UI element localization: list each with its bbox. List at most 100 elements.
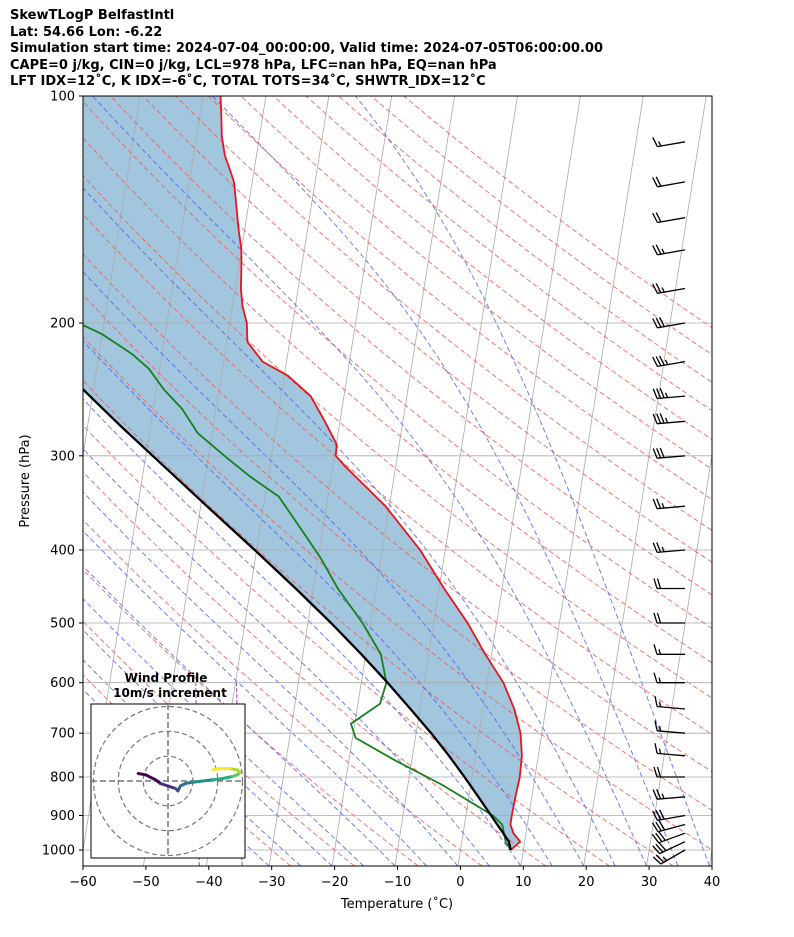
- chart-header: SkewTLogP BelfastIntl Lat: 54.66 Lon: -6…: [10, 8, 603, 91]
- wind-barb-flag: [652, 388, 658, 399]
- y-tick-label: 900: [50, 809, 75, 824]
- wind-barb-flag: [655, 176, 662, 187]
- wind-barb: [652, 176, 686, 188]
- wind-barb: [652, 447, 686, 459]
- wind-barb-flag: [652, 245, 658, 256]
- wind-barb-flag: [652, 283, 658, 294]
- y-axis-label: Pressure (hPa): [18, 434, 33, 527]
- wind-barb: [652, 841, 686, 855]
- wind-barb-shaft: [657, 752, 686, 757]
- wind-barb-shaft: [660, 849, 686, 865]
- wind-barb: [652, 283, 686, 294]
- dry-adiabat: [83, 100, 712, 630]
- wind-barb-shaft: [657, 705, 686, 710]
- wind-barb-flag: [659, 387, 665, 399]
- wind-barb-flag: [652, 356, 658, 367]
- wind-barb-shaft: [657, 287, 686, 294]
- isotherm-line: [83, 96, 141, 458]
- x-tick-label: 40: [704, 875, 721, 890]
- wind-barb-flag: [655, 854, 665, 863]
- isotherm-line: [268, 96, 393, 866]
- wind-barb-half-flag: [661, 546, 665, 553]
- wind-barb: [652, 788, 686, 800]
- wind-barb: [652, 137, 686, 148]
- wind-barb-flag: [659, 447, 665, 458]
- moist-adiabat: [83, 448, 490, 866]
- wind-barb-half-flag: [661, 287, 665, 293]
- dry-adiabat: [83, 471, 547, 866]
- x-tick-label: −50: [132, 875, 159, 890]
- wind-barb-flag: [658, 842, 667, 852]
- wind-barb: [652, 542, 686, 554]
- wind-barb-flag: [658, 820, 666, 831]
- wind-barb-flag: [654, 720, 658, 731]
- wind-barb-flag: [652, 789, 658, 800]
- wind-barb-flag: [651, 822, 659, 833]
- wind-barb: [652, 498, 686, 510]
- hodograph-trace-segment: [201, 778, 215, 783]
- x-axis-label: Temperature (˚C): [340, 896, 453, 912]
- wind-barb: [651, 820, 686, 833]
- hodograph-trace-segment: [211, 777, 225, 782]
- hodograph-trace-segment: [191, 779, 205, 784]
- wind-barb-flag: [656, 447, 662, 459]
- x-tick-label: 10: [515, 875, 532, 890]
- wind-barb-half-flag: [657, 141, 662, 147]
- moist-adiabat: [83, 629, 333, 866]
- wind-barb-shaft: [657, 249, 686, 256]
- wind-barb-flag: [655, 843, 664, 853]
- hodograph-trace-segment: [144, 773, 158, 782]
- wind-barb-shaft: [657, 322, 686, 329]
- wind-barb-flag: [659, 355, 665, 366]
- moist-adiabat: [83, 270, 585, 866]
- dry-adiabat: [83, 519, 483, 866]
- dry-adiabat: [83, 213, 712, 736]
- wind-barb-flag: [655, 317, 662, 328]
- wind-barb-flag: [652, 177, 658, 188]
- y-tick-label: 600: [50, 676, 75, 691]
- wind-barb-flag: [655, 283, 662, 293]
- wind-barb-shaft: [657, 730, 686, 734]
- wind-barb-shaft: [657, 141, 686, 148]
- wind-barb-flag: [652, 137, 658, 147]
- temperature-profile: [219, 96, 523, 851]
- wind-barb-shaft: [657, 217, 686, 224]
- wind-barb-half-flag: [658, 725, 662, 732]
- isotherm-line: [709, 847, 712, 866]
- moist-adiabat: [83, 491, 459, 866]
- wind-barb-shaft: [657, 823, 686, 833]
- wind-barb-shaft: [657, 549, 686, 554]
- wind-barb: [652, 317, 686, 329]
- wind-barb-flag: [652, 318, 658, 329]
- wind-barb-flag: [652, 212, 658, 223]
- wind-barb-shaft: [659, 841, 686, 855]
- wind-barb-flag: [653, 612, 658, 624]
- wind-barb: [653, 672, 685, 684]
- wind-barb-flag: [656, 413, 662, 424]
- wind-barb: [652, 212, 686, 224]
- wind-barb-flag: [655, 356, 662, 367]
- wind-barb-shaft: [657, 181, 686, 188]
- station-coordinates: Lat: 54.66 Lon: -6.22: [10, 24, 163, 40]
- wind-barb-half-flag: [658, 677, 662, 683]
- wind-barb-shaft: [657, 420, 686, 425]
- wind-barb-flag: [652, 413, 658, 424]
- wind-barb: [654, 696, 686, 710]
- isotherm-line: [457, 96, 581, 866]
- dry-adiabat: [83, 137, 712, 664]
- x-tick-label: −10: [384, 875, 411, 890]
- hodograph-subtitle: 10m/s increment: [113, 686, 227, 700]
- wind-barb-flag: [655, 810, 662, 821]
- wind-barb-flag: [652, 856, 662, 865]
- wind-barb: [652, 244, 686, 256]
- wind-barb-flag: [656, 788, 662, 800]
- dry-adiabat: [83, 294, 712, 811]
- wind-barb-half-flag: [664, 359, 669, 365]
- wind-barb: [654, 743, 686, 757]
- wind-barb: [653, 644, 685, 655]
- wind-barb-half-flag: [664, 417, 669, 424]
- wind-barb-shaft: [657, 395, 686, 400]
- wind-barb: [652, 355, 686, 368]
- plot-area: [83, 96, 712, 866]
- wind-barb-flag: [659, 809, 665, 820]
